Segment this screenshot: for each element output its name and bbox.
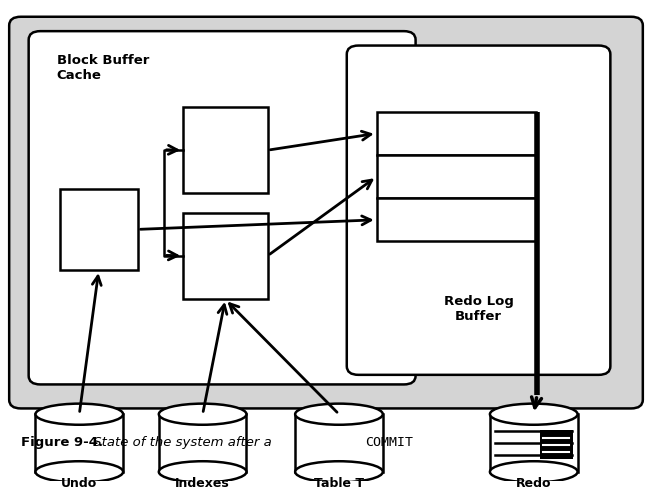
FancyBboxPatch shape bbox=[9, 17, 643, 408]
Text: Indexes: Indexes bbox=[175, 477, 230, 490]
Ellipse shape bbox=[159, 461, 246, 482]
Ellipse shape bbox=[35, 461, 123, 482]
Ellipse shape bbox=[490, 403, 578, 425]
Text: Redo Log
Buffer: Redo Log Buffer bbox=[443, 295, 514, 323]
Text: Table T: Table T bbox=[314, 477, 364, 490]
Bar bbox=[377, 155, 536, 198]
Bar bbox=[295, 414, 383, 472]
Bar bbox=[377, 198, 536, 242]
FancyBboxPatch shape bbox=[347, 46, 610, 375]
Ellipse shape bbox=[295, 461, 383, 482]
Ellipse shape bbox=[35, 403, 123, 425]
Ellipse shape bbox=[159, 403, 246, 425]
Bar bbox=[60, 188, 138, 270]
FancyBboxPatch shape bbox=[29, 31, 415, 384]
Bar bbox=[183, 213, 267, 299]
Bar bbox=[377, 112, 536, 155]
Bar bbox=[183, 107, 267, 193]
Text: Undo: Undo bbox=[61, 477, 97, 490]
Text: Redo: Redo bbox=[516, 477, 552, 490]
Ellipse shape bbox=[295, 403, 383, 425]
Ellipse shape bbox=[490, 461, 578, 482]
Text: State of the system after a: State of the system after a bbox=[89, 436, 276, 449]
Bar bbox=[159, 414, 246, 472]
Bar bbox=[541, 430, 572, 459]
Bar bbox=[490, 414, 578, 472]
Text: Figure 9-4.: Figure 9-4. bbox=[21, 436, 103, 449]
Bar bbox=[35, 414, 123, 472]
Text: Block Buffer
Cache: Block Buffer Cache bbox=[57, 54, 149, 82]
Text: COMMIT: COMMIT bbox=[365, 436, 413, 449]
